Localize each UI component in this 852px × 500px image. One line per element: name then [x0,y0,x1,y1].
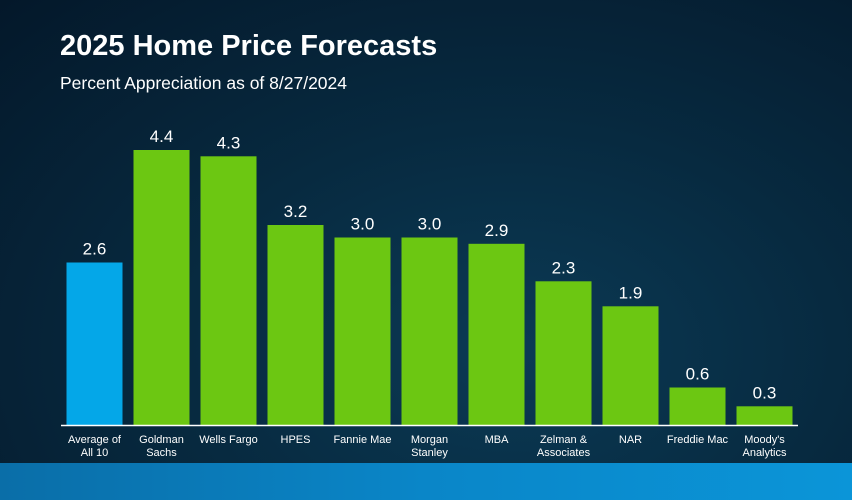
bar-value-label: 0.6 [686,365,710,384]
category-label: Moody's Analytics [742,434,787,459]
bar [66,262,123,425]
chart-subtitle: Percent Appreciation as of 8/27/2024 [60,73,348,93]
bar [133,150,190,425]
bar [736,406,793,425]
bar [401,237,458,425]
bar-value-label: 2.9 [485,221,509,240]
category-label: Zelman & Associates [537,434,591,459]
category-label: Wells Fargo [199,434,257,446]
category-label: NAR [619,434,642,446]
category-label: Fannie Mae [333,434,391,446]
category-label: HPES [281,434,311,446]
bar-value-label: 0.3 [753,383,777,402]
bar [468,243,525,425]
category-label: Average of All 10 [68,434,122,459]
category-label: Freddie Mac [667,434,729,446]
bar [602,306,659,425]
category-label: MBA [485,434,510,446]
bar-value-label: 1.9 [619,283,643,302]
chart-title: 2025 Home Price Forecasts [60,30,438,62]
bar [535,281,592,425]
bar-value-label: 3.0 [418,215,442,234]
bar-value-label: 4.3 [217,133,241,152]
bar [200,156,257,426]
bar [267,225,324,425]
category-label: Morgan Stanley [411,434,448,459]
bar-value-label: 4.4 [150,127,174,146]
bar-value-label: 2.6 [83,240,107,259]
bar-value-label: 3.0 [351,215,375,234]
bar-value-label: 2.3 [552,258,576,277]
bar [334,237,391,425]
bar [669,387,726,425]
category-label: Goldman Sachs [139,434,184,459]
footer-bar [0,463,852,500]
bar-value-label: 3.2 [284,202,308,221]
